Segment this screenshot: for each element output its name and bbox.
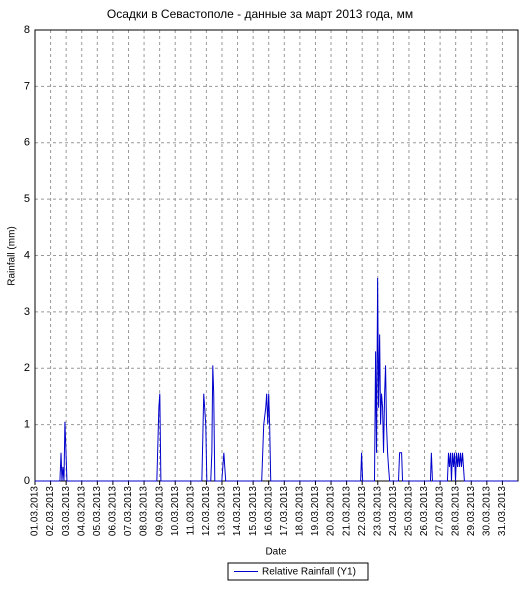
y-tick-label: 2 [24,362,30,374]
y-tick-label: 3 [24,306,30,318]
x-tick-label: 15.03.2013 [248,486,259,536]
x-tick-label: 03.03.2013 [61,486,72,536]
x-tick-label: 31.03.2013 [497,486,508,536]
x-tick-label: 21.03.2013 [341,486,352,536]
y-tick-label: 7 [24,80,30,92]
x-tick-label: 29.03.2013 [466,486,477,536]
data-line [35,278,518,482]
x-tick-label: 20.03.2013 [326,486,337,536]
x-tick-label: 11.03.2013 [185,486,196,536]
x-tick-label: 08.03.2013 [139,486,150,536]
y-tick-label: 4 [24,249,30,261]
x-tick-label: 19.03.2013 [310,486,321,536]
chart-title: Осадки в Севастополе - данные за март 20… [107,7,413,21]
x-tick-label: 01.03.2013 [30,486,41,536]
legend-label: Relative Rainfall (Y1) [262,567,356,578]
x-tick-label: 23.03.2013 [372,486,383,536]
x-tick-label: 12.03.2013 [201,486,212,536]
x-tick-label: 13.03.2013 [217,486,228,536]
y-tick-label: 1 [24,419,30,431]
x-tick-label: 25.03.2013 [404,486,415,536]
x-tick-label: 16.03.2013 [263,486,274,536]
x-tick-label: 05.03.2013 [92,486,103,536]
x-tick-label: 07.03.2013 [123,486,134,536]
y-tick-label: 8 [24,24,30,36]
x-tick-label: 26.03.2013 [419,486,430,536]
y-tick-label: 5 [24,193,30,205]
y-axis-label: Rainfall (mm) [7,226,18,285]
x-tick-label: 30.03.2013 [481,486,492,536]
x-axis-label: Date [265,547,287,558]
x-tick-label: 22.03.2013 [357,486,368,536]
x-tick-label: 14.03.2013 [232,486,243,536]
x-tick-label: 24.03.2013 [388,486,399,536]
legend-box [227,562,369,581]
x-tick-label: 04.03.2013 [76,486,87,536]
x-tick-label: 27.03.2013 [435,486,446,536]
x-tick-label: 02.03.2013 [45,486,56,536]
x-tick-label: 09.03.2013 [154,486,165,536]
x-tick-label: 10.03.2013 [170,486,181,536]
x-tick-label: 17.03.2013 [279,486,290,536]
x-tick-label: 18.03.2013 [295,486,306,536]
y-tick-label: 6 [24,137,30,149]
x-tick-label: 06.03.2013 [108,486,119,536]
y-tick-label: 0 [24,475,30,487]
x-tick-label: 28.03.2013 [450,486,461,536]
